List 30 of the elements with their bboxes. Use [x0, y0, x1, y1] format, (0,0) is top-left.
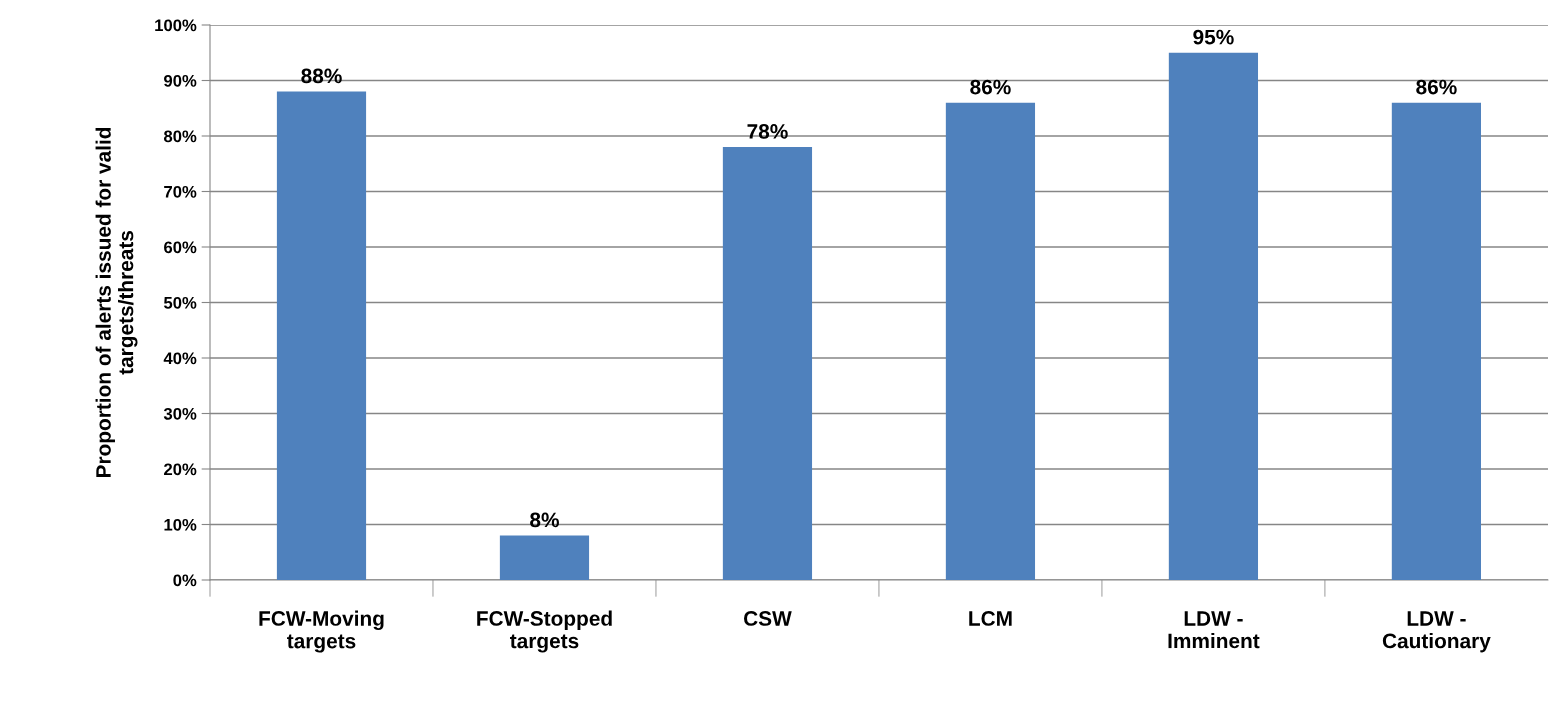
bar: [499, 535, 590, 580]
data-label: 86%: [970, 79, 1011, 95]
y-tick-label: 20%: [164, 463, 197, 476]
data-label: 95%: [1193, 29, 1234, 45]
x-tick-label: LDW - Imminent: [1168, 611, 1260, 649]
data-label: 86%: [1416, 79, 1457, 95]
y-tick-label: 10%: [164, 518, 197, 531]
y-tick-label: 70%: [164, 185, 197, 198]
bar: [276, 91, 367, 580]
x-tick-label: CSW: [744, 611, 792, 626]
y-tick-label: 50%: [163, 296, 197, 309]
x-tick-label: FCW-Moving targets: [259, 610, 384, 653]
y-tick-label: 90%: [164, 74, 197, 87]
y-tick-label: 80%: [163, 130, 197, 143]
data-label: 8%: [530, 512, 559, 528]
y-tick-label: 40%: [163, 352, 197, 365]
bar: [722, 147, 813, 580]
y-tick-label: 30%: [163, 407, 197, 420]
bar: [945, 102, 1036, 580]
x-tick-label: LCM: [969, 611, 1012, 626]
y-tick-label: 100%: [155, 19, 197, 32]
bar: [1168, 52, 1259, 580]
x-tick-label: LDW - Cautionary: [1382, 611, 1491, 653]
x-tick-label: FCW-Stopped targets: [477, 610, 612, 653]
y-tick-label: 60%: [164, 241, 197, 254]
data-label: 78%: [747, 124, 788, 139]
y-axis-title: Proportion of alerts issued for valid targets/threats: [95, 127, 138, 478]
y-tick-label: 0%: [173, 574, 197, 587]
data-label: 88%: [301, 68, 342, 84]
bar: [1391, 102, 1481, 580]
